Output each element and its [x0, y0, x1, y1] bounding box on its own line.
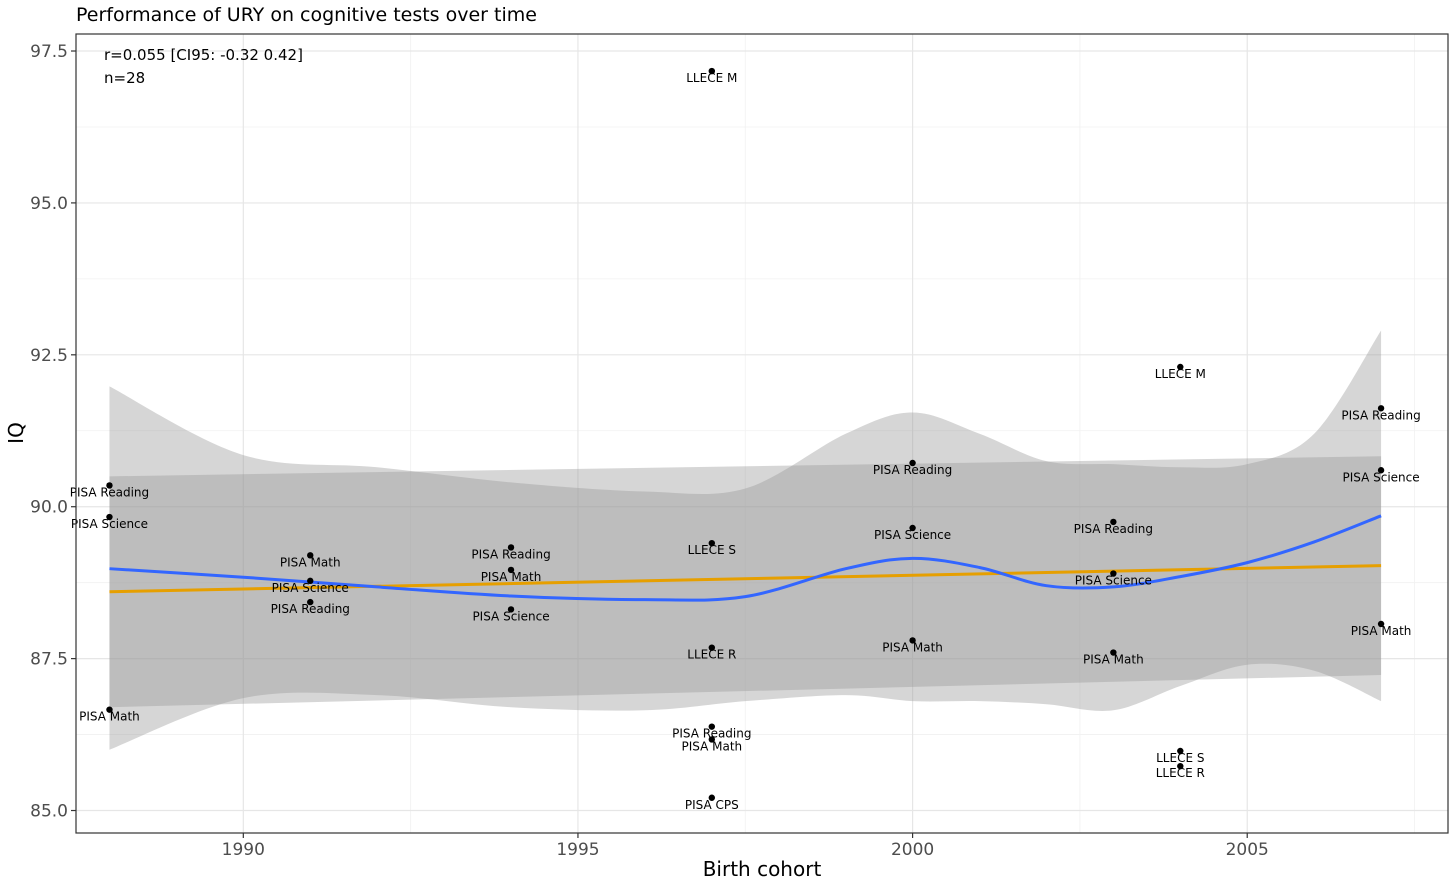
data-point — [909, 459, 916, 467]
data-point-label: PISA Math — [280, 555, 341, 569]
x-tick-label: 1990 — [222, 840, 265, 860]
data-point — [1110, 649, 1117, 656]
x-axis-title: Birth cohort — [703, 857, 822, 881]
data-point — [307, 552, 314, 559]
data-point — [708, 539, 716, 547]
y-tick-label: 85.0 — [30, 802, 68, 822]
data-point — [1110, 570, 1117, 577]
x-tick-label: 2000 — [891, 840, 934, 860]
data-point — [106, 513, 113, 521]
data-point-label: PISA Science — [472, 609, 549, 623]
data-point — [708, 736, 716, 743]
y-tick-label: 90.0 — [30, 498, 68, 518]
data-point-label: PISA Science — [71, 517, 148, 531]
y-tick-label: 87.5 — [30, 650, 68, 670]
correlation-annotation: r=0.055 [CI95: -0.32 0.42] n=28 — [104, 46, 303, 87]
data-point-label: LLECE R — [1156, 766, 1205, 780]
linear-fit-confidence-band — [109, 456, 1382, 708]
data-point — [307, 577, 314, 585]
data-point — [307, 598, 314, 606]
data-point — [507, 544, 515, 551]
data-point-label: PISA Reading — [70, 485, 149, 499]
data-point — [1177, 747, 1184, 755]
data-point — [507, 606, 515, 613]
data-point-label: LLECE R — [687, 648, 736, 662]
axis-ticks: 1990 1995 2000 2005 85.0 87.5 90.0 92.5 95.0 97.5 — [30, 42, 1269, 860]
data-points: PISA Reading PISA Science PISA Math PISA Ma… — [70, 67, 1421, 812]
data-point-label: PISA Math — [79, 710, 140, 724]
data-point — [1377, 467, 1385, 474]
annotation-line: n=28 — [104, 69, 145, 87]
data-point — [1177, 762, 1184, 770]
plot-panel-border — [75, 33, 1449, 834]
data-point-label: PISA Reading — [1341, 408, 1420, 422]
data-point — [1377, 620, 1385, 628]
data-point-label: PISA Reading — [271, 602, 350, 616]
data-point-label: LLECE S — [688, 543, 736, 557]
data-point-label: LLECE S — [1156, 751, 1204, 765]
linear-fit-line — [109, 564, 1382, 594]
y-tick-label: 92.5 — [30, 346, 68, 366]
data-point-label: PISA Reading — [873, 463, 952, 477]
chart-title: Performance of URY on cognitive tests ov… — [76, 4, 537, 26]
x-tick-label: 2005 — [1226, 840, 1269, 860]
data-point-label: PISA Science — [1342, 470, 1419, 484]
y-tick-label: 97.5 — [30, 42, 68, 62]
data-point-label: PISA Reading — [1074, 522, 1153, 536]
data-point-label: PISA Reading — [471, 547, 550, 561]
data-point-label: PISA Math — [681, 739, 742, 753]
annotation-line: r=0.055 [CI95: -0.32 0.42] — [104, 46, 303, 64]
data-point-label: PISA Math — [882, 640, 943, 654]
y-tick-label: 95.0 — [30, 194, 68, 214]
smooth-fit-confidence-band — [109, 330, 1382, 750]
data-point — [909, 637, 916, 644]
data-point-label: PISA Math — [1083, 653, 1144, 667]
data-point — [106, 706, 113, 713]
smooth-fit-line — [109, 514, 1382, 602]
data-point — [708, 644, 716, 651]
data-point — [106, 482, 113, 489]
data-point-label: PISA Science — [1075, 574, 1152, 588]
data-point-label: PISA Math — [481, 570, 542, 584]
confidence-bands — [109, 330, 1382, 750]
data-point-label: PISA Math — [1351, 624, 1412, 638]
data-point — [1377, 405, 1385, 412]
fit-lines — [109, 514, 1382, 602]
data-point-label: PISA Science — [874, 528, 951, 542]
data-point — [708, 67, 716, 75]
data-point-label: PISA Reading — [672, 727, 751, 741]
data-point — [708, 794, 716, 801]
data-point-label: LLECE M — [1155, 367, 1206, 381]
data-point — [1177, 363, 1184, 371]
x-tick-label: 1995 — [556, 840, 599, 860]
data-point — [507, 566, 515, 574]
y-axis-title: IQ — [4, 422, 28, 444]
data-point-label: LLECE M — [686, 71, 737, 85]
data-point — [708, 723, 716, 730]
data-point — [1110, 518, 1117, 526]
data-point-label: PISA Science — [272, 581, 349, 595]
data-point-label: PISA CPS — [685, 798, 739, 812]
data-point — [909, 524, 916, 532]
